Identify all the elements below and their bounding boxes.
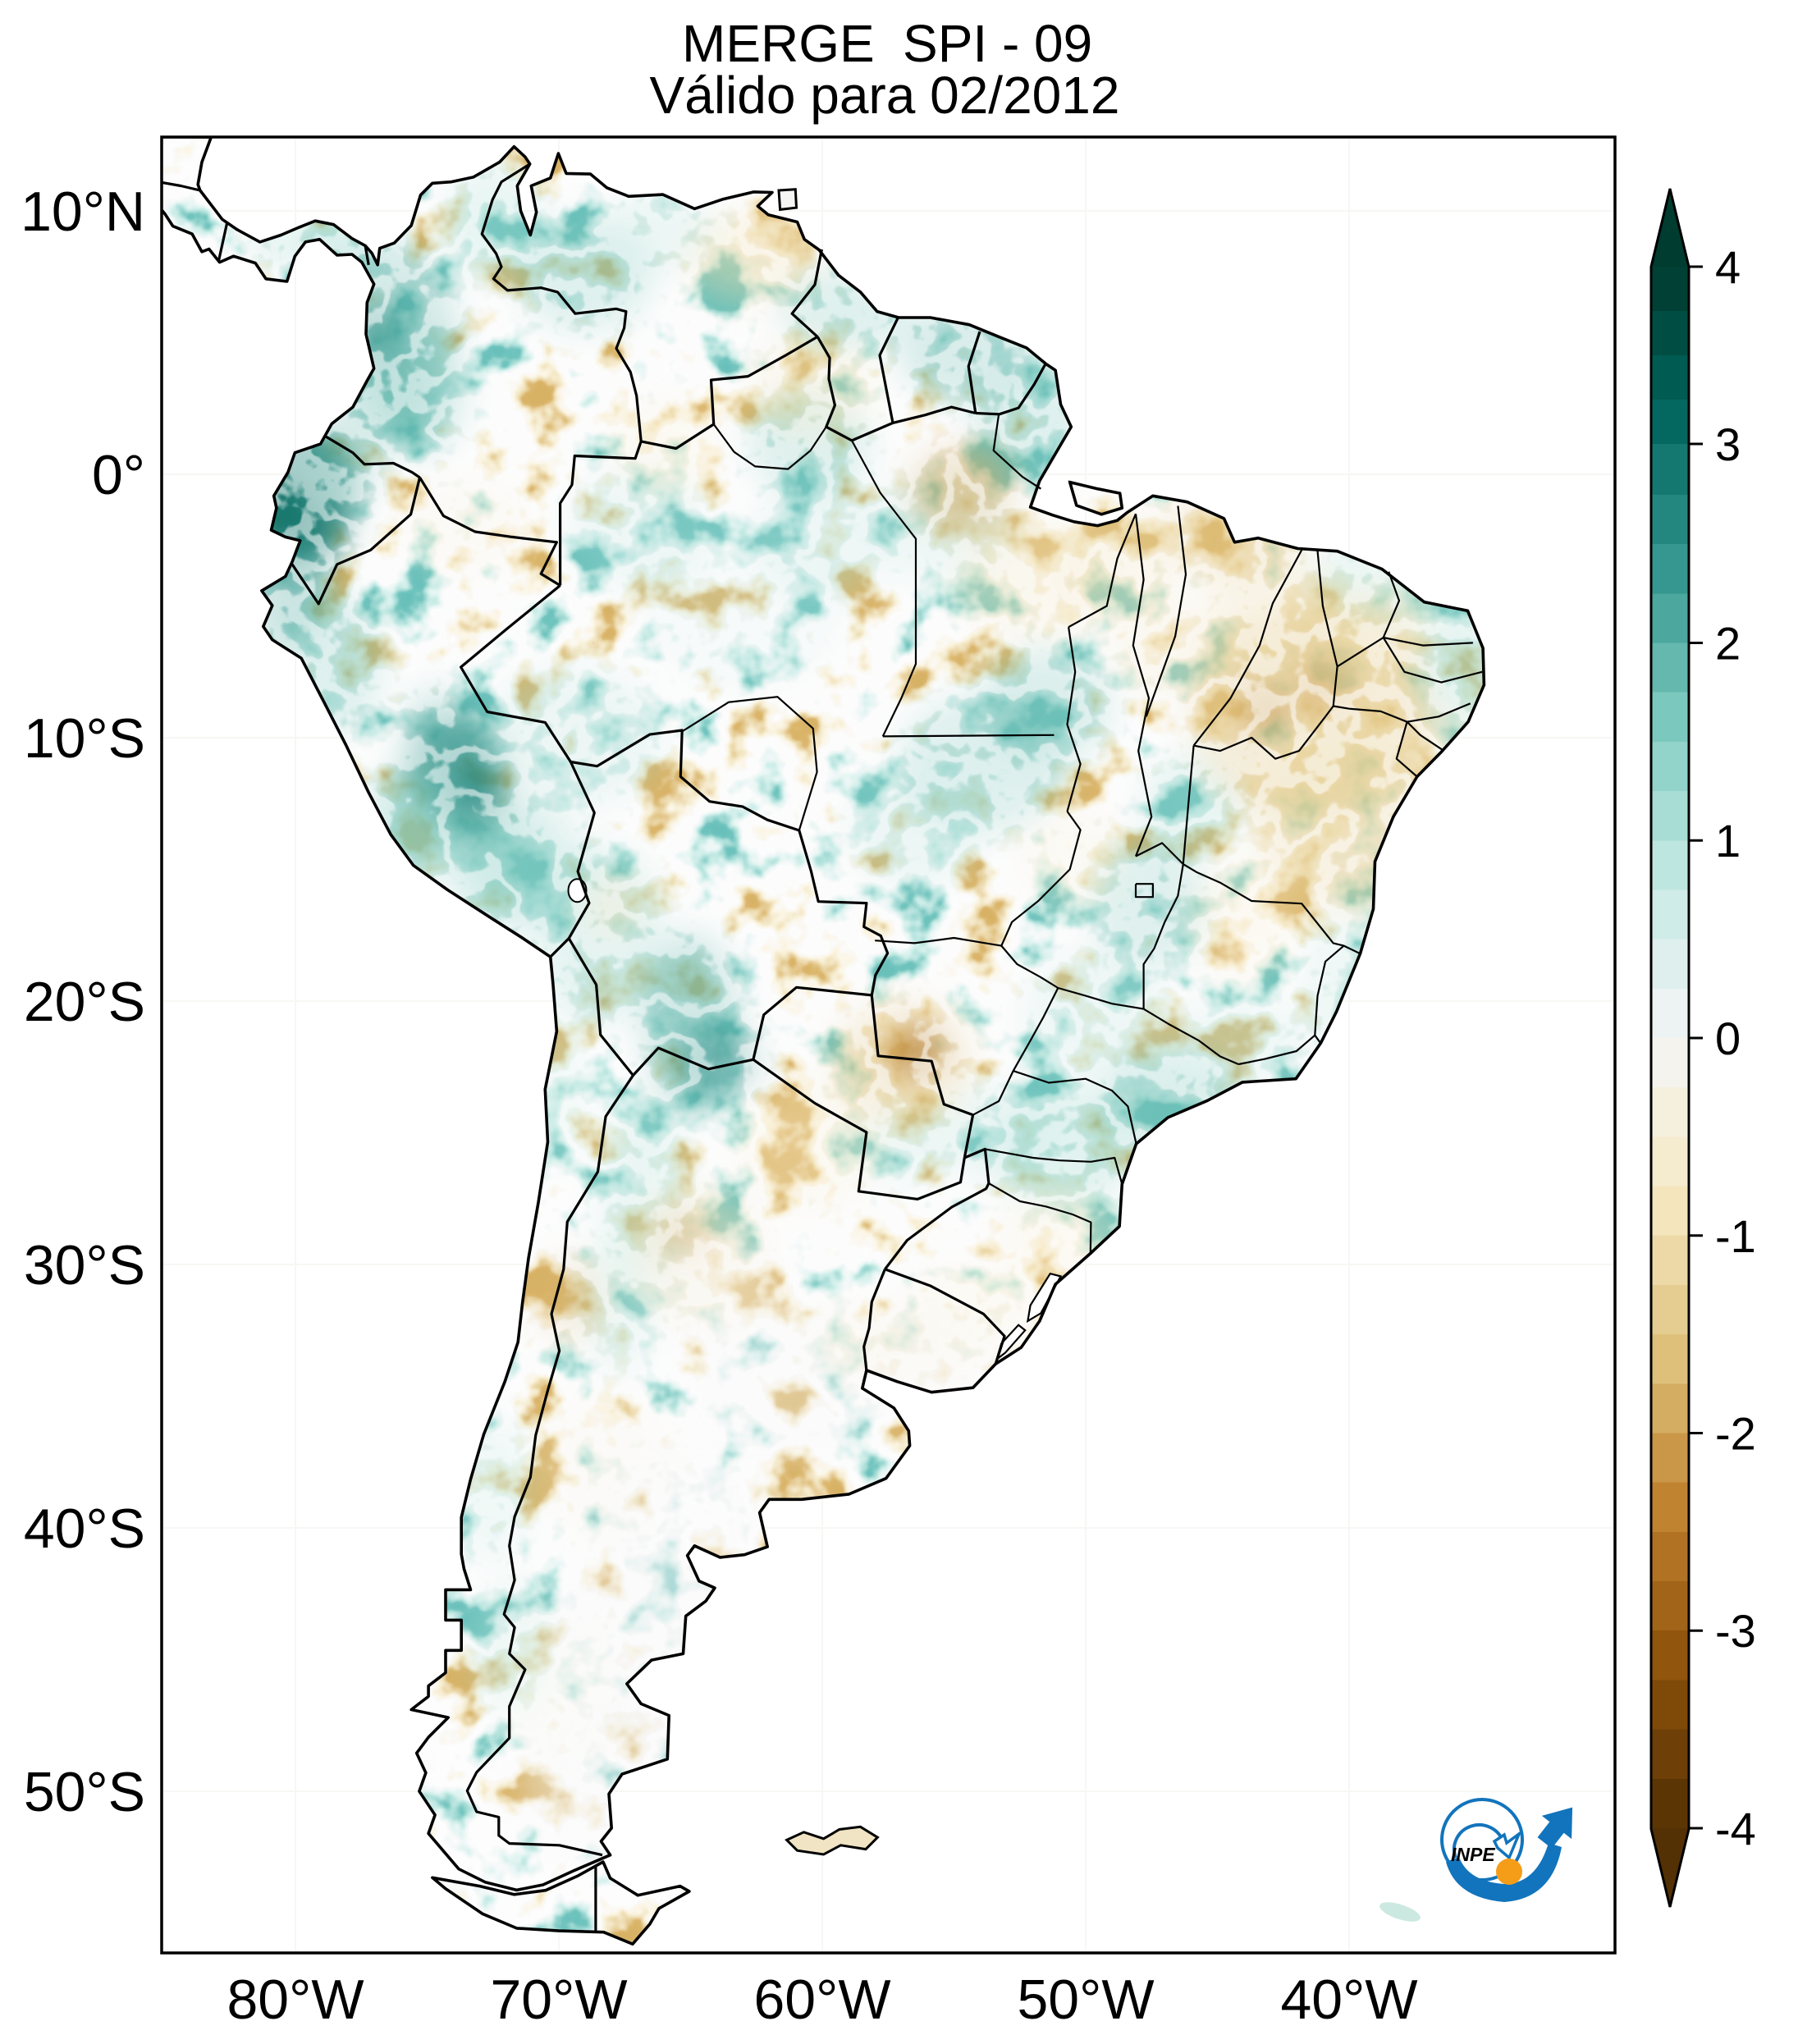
svg-text:INPE: INPE [1451,1844,1495,1865]
svg-text:70°W: 70°W [490,1969,627,2031]
svg-text:SPI - 09: SPI - 09 [903,14,1092,73]
svg-text:-4: -4 [1715,1803,1756,1854]
svg-text:40°W: 40°W [1280,1969,1417,2031]
svg-text:3: 3 [1715,418,1741,470]
svg-text:60°W: 60°W [753,1969,890,2031]
svg-text:10°S: 10°S [24,707,145,770]
svg-text:-2: -2 [1715,1408,1756,1460]
svg-text:MERGE: MERGE [682,14,875,73]
svg-text:0: 0 [1715,1013,1741,1064]
svg-text:Válido para 02/2012: Válido para 02/2012 [650,66,1120,125]
svg-text:10°N: 10°N [21,181,145,243]
svg-text:40°S: 40°S [24,1498,145,1560]
svg-text:20°S: 20°S [24,971,145,1033]
svg-text:0°: 0° [92,444,145,506]
svg-text:-1: -1 [1715,1210,1756,1262]
svg-text:-3: -3 [1715,1605,1756,1657]
svg-text:30°S: 30°S [24,1234,145,1296]
svg-text:4: 4 [1715,241,1741,293]
svg-text:80°W: 80°W [226,1969,364,2031]
svg-text:1: 1 [1715,815,1741,867]
svg-text:2: 2 [1715,618,1741,670]
svg-text:50°W: 50°W [1017,1969,1154,2031]
svg-text:50°S: 50°S [24,1761,145,1823]
